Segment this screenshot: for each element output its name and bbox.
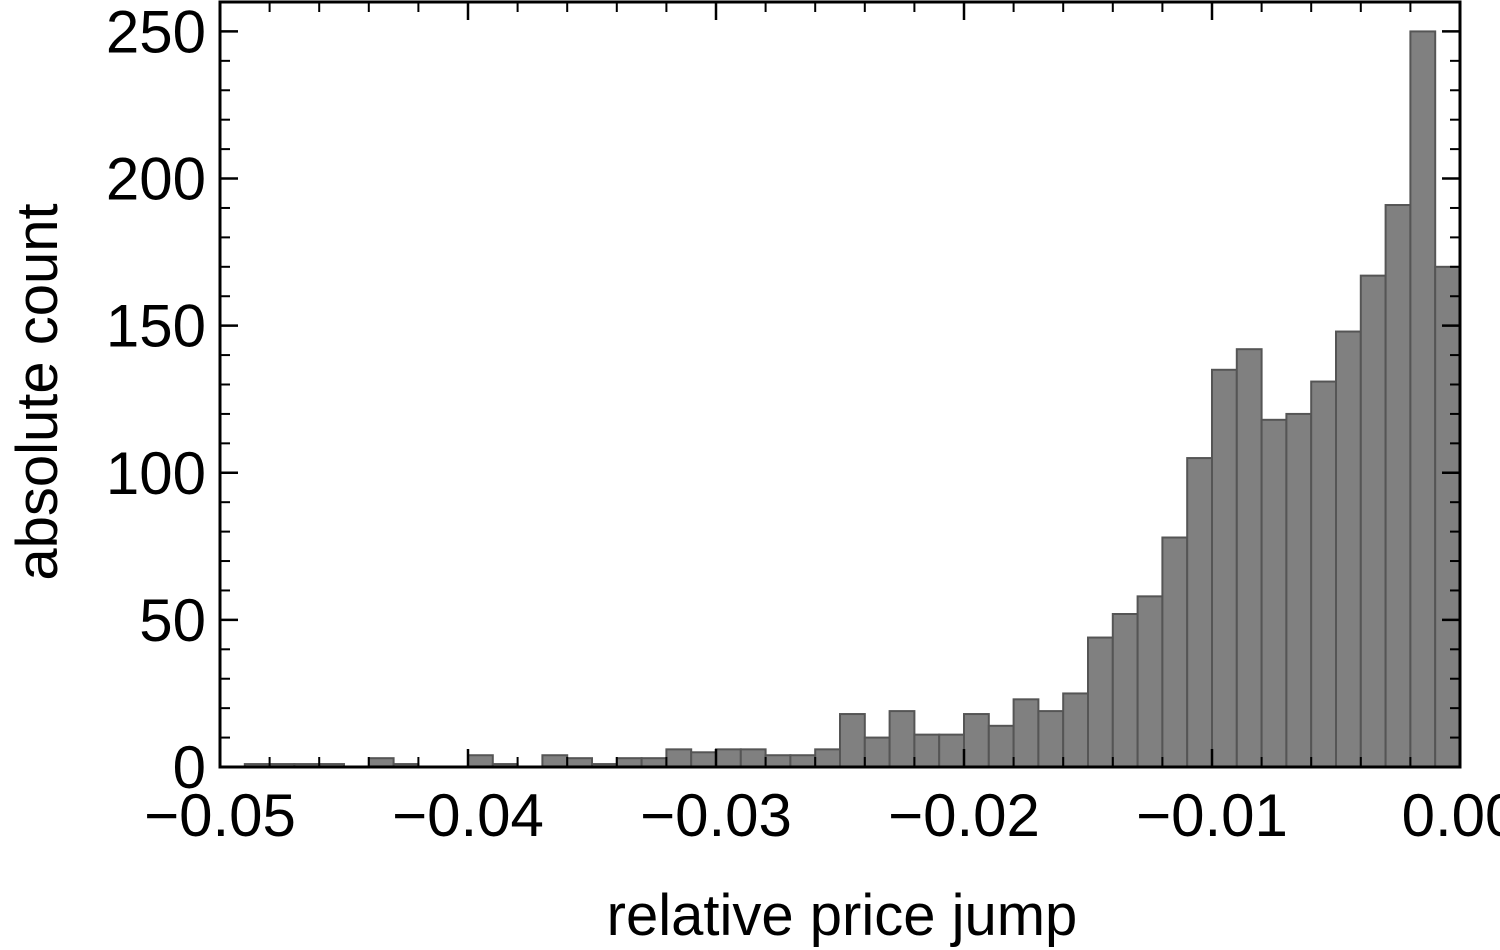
histogram-bar [1161,536,1189,768]
y-tick-labels: 0 50 100 150 200 250 [106,0,206,801]
x-tick-label: −0.03 [640,782,792,849]
x-tick-label: −0.01 [1136,782,1288,849]
y-tick-label: 100 [106,440,206,507]
axis-ticks [218,1,1462,769]
histogram-bar [1310,380,1337,768]
histogram-bar [1359,274,1387,768]
x-tick-labels: −0.05 −0.04 −0.03 −0.02 −0.01 0.00 [144,782,1500,849]
histogram-bar [987,724,1015,768]
histogram-bar [1409,30,1437,768]
y-axis-label: absolute count [5,203,70,580]
histogram-bar [1434,265,1461,768]
x-tick-label: −0.05 [144,782,296,849]
histogram-bar [938,733,966,769]
histogram-bar [1335,330,1362,768]
x-axis-label: relative price jump [607,883,1078,948]
histogram-bar [467,754,494,769]
x-tick-label: −0.02 [888,782,1040,849]
histogram-bar [715,748,742,768]
histogram-bar [1136,595,1164,768]
histogram-bar [863,736,891,768]
histogram-bar [1285,412,1313,768]
histogram-bar [1260,418,1288,768]
histogram-bar [541,754,569,769]
histogram-bar [1062,692,1089,769]
y-tick-label: 250 [106,0,206,65]
y-tick-label: 200 [106,146,206,213]
histogram-bar [1037,710,1065,768]
histogram-bar [814,748,842,768]
y-tick-label: 150 [106,293,206,360]
histogram-bar [665,748,693,768]
histogram-bar [963,713,990,768]
histogram-bar [1235,348,1263,768]
histogram-bar [888,710,916,768]
x-tick-label: −0.04 [392,782,544,849]
x-tick-label: 0.00 [1402,782,1500,849]
histogram-bar [739,748,767,768]
y-tick-label: 50 [139,587,206,654]
histogram-bar [1186,457,1213,768]
histogram-bar [789,754,817,769]
y-tick-label: 0 [173,734,206,801]
histogram-bar [690,751,718,768]
histogram-bar [839,713,866,768]
histogram-bars [243,30,1461,769]
histogram-bar [764,754,792,769]
histogram-bar [1111,613,1139,768]
histogram-bar [1384,204,1412,768]
histogram-bar [913,733,941,769]
histogram-bar [1012,698,1040,768]
histogram-bar [1211,368,1238,768]
histogram-bar [1087,636,1114,768]
